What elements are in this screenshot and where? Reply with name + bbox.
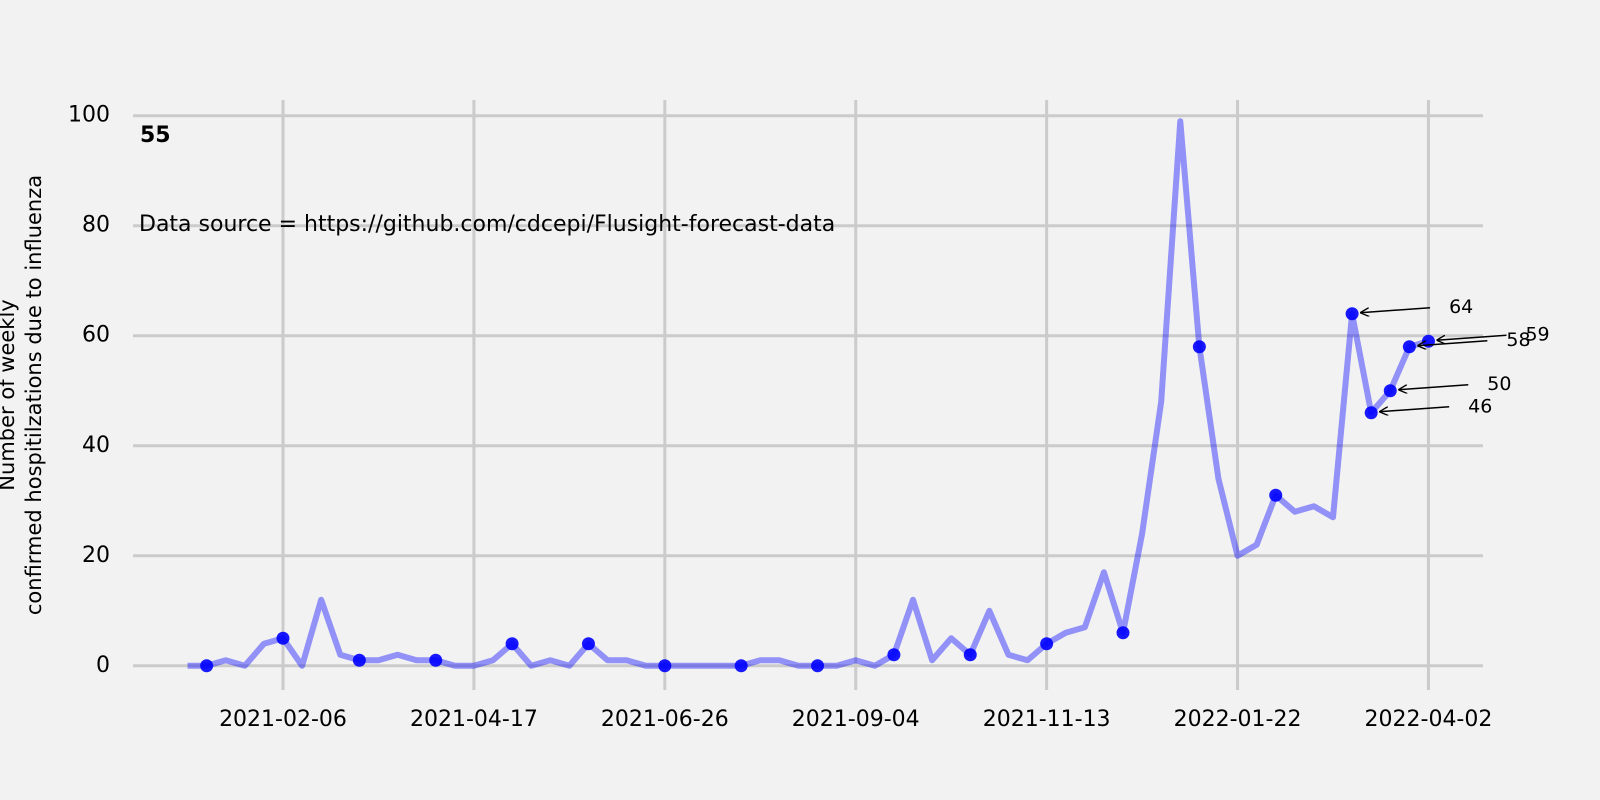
series-line [187,118,1430,669]
marker [276,631,290,645]
x-tick-label: 2021-02-06 [219,707,347,732]
marker [581,637,595,651]
marker [1192,340,1206,354]
annotation-arrow [1417,339,1488,346]
source-note: Data source = https://github.com/cdcepi/… [139,212,835,237]
annotation-arrow [1398,384,1469,390]
annotation-label: 46 [1468,395,1492,417]
marker [352,653,366,667]
annotation-arrow [1360,306,1431,313]
y-tick-label: 80 [82,213,110,238]
x-tick-label: 2021-06-26 [601,707,729,732]
annotation-label: 50 [1487,373,1511,395]
chart-title: 55 [140,123,171,148]
y-axis-label: confirmed hospitilzations due to influen… [22,175,46,615]
x-tick-label: 2021-04-17 [410,707,538,732]
marker [200,659,214,673]
y-tick-label: 40 [82,433,110,458]
marker [1402,340,1416,354]
y-tick-label: 100 [68,103,110,128]
marker [963,648,977,662]
marker [1116,626,1130,640]
marker [734,659,748,673]
x-tick-label: 2021-09-04 [792,707,920,732]
annotation-label: 59 [1525,324,1549,346]
annotation-label: 64 [1449,296,1473,318]
marker [658,659,672,673]
y-axis-label: Number of weekly [0,299,19,490]
x-tick-label: 2022-04-02 [1365,707,1493,732]
marker [887,648,901,662]
marker [505,637,519,651]
y-tick-label: 0 [96,653,110,678]
marker [811,659,825,673]
annotation-arrow [1379,406,1450,412]
x-tick-label: 2021-11-13 [983,707,1111,732]
annotation-arrow [1436,334,1507,340]
x-tick-label: 2022-01-22 [1174,707,1302,732]
marker [1364,406,1378,420]
marker [1383,384,1397,398]
y-tick-label: 60 [82,323,110,348]
marker [1345,307,1359,321]
y-tick-label: 20 [82,543,110,568]
marker [429,653,443,667]
grid [133,100,1483,690]
annotation-label: 58 [1506,329,1530,351]
marker [1269,488,1283,502]
marker [1040,637,1054,651]
